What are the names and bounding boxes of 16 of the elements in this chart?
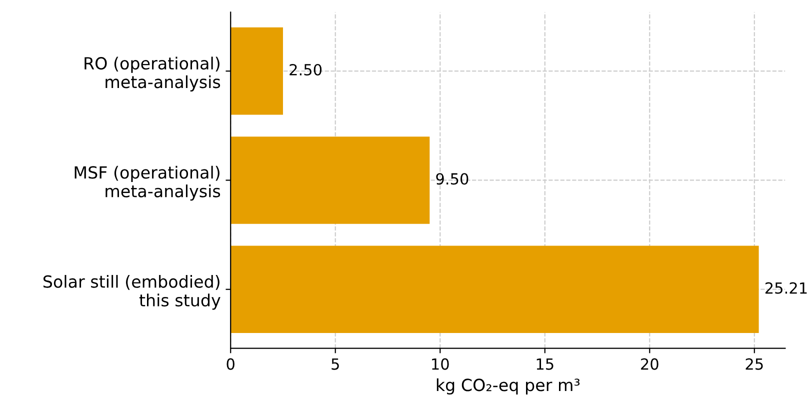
data-label: 9.50 xyxy=(436,173,468,185)
data-label: 25.21 xyxy=(765,282,807,294)
x-tick-label: 0 xyxy=(226,358,234,370)
bar xyxy=(230,246,759,334)
y-tick-label: RO (operational) meta-analysis xyxy=(84,56,220,92)
x-tick-label: 10 xyxy=(432,358,449,370)
x-tick-label: 5 xyxy=(332,358,339,370)
x-tick-label: 20 xyxy=(641,358,658,370)
y-tick-label: Solar still (embodied) this study xyxy=(43,274,220,310)
x-tick-label: 25 xyxy=(746,358,763,370)
data-label: 2.50 xyxy=(290,64,322,76)
x-axis-title: kg CO₂-eq per m³ xyxy=(436,378,580,394)
x-tick-label: 15 xyxy=(536,358,554,370)
bar xyxy=(230,136,430,224)
bar xyxy=(230,27,283,115)
y-tick-label: MSF (operational) meta-analysis xyxy=(74,166,220,201)
